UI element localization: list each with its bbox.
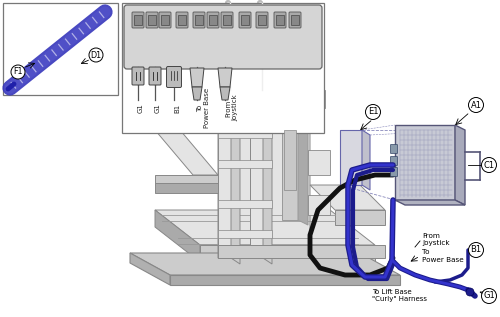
Polygon shape [155, 130, 218, 175]
FancyBboxPatch shape [195, 15, 203, 25]
FancyBboxPatch shape [166, 67, 182, 87]
FancyBboxPatch shape [274, 12, 286, 28]
Text: To
Power Base: To Power Base [422, 249, 464, 262]
Text: A1: A1 [470, 100, 482, 109]
FancyBboxPatch shape [276, 15, 284, 25]
Polygon shape [298, 115, 308, 225]
Circle shape [482, 288, 496, 303]
FancyBboxPatch shape [289, 12, 301, 28]
Polygon shape [218, 68, 232, 87]
Polygon shape [220, 87, 230, 100]
Text: G1: G1 [155, 103, 161, 113]
FancyBboxPatch shape [256, 12, 268, 28]
Text: From
Joystick: From Joystick [225, 95, 238, 121]
Polygon shape [231, 90, 240, 264]
FancyBboxPatch shape [132, 67, 144, 85]
Text: B1: B1 [174, 103, 180, 113]
FancyBboxPatch shape [148, 15, 156, 25]
Polygon shape [200, 245, 375, 262]
FancyBboxPatch shape [146, 12, 158, 28]
FancyBboxPatch shape [223, 15, 231, 25]
Polygon shape [310, 185, 385, 210]
FancyBboxPatch shape [390, 145, 398, 153]
FancyBboxPatch shape [124, 5, 322, 69]
FancyBboxPatch shape [159, 12, 171, 28]
Text: From
Joystick: From Joystick [422, 232, 450, 245]
Polygon shape [218, 230, 272, 238]
Polygon shape [218, 130, 272, 138]
Polygon shape [130, 253, 400, 275]
FancyBboxPatch shape [3, 3, 118, 95]
Text: F1: F1 [13, 68, 23, 76]
FancyBboxPatch shape [161, 15, 169, 25]
FancyBboxPatch shape [176, 12, 188, 28]
Text: B1: B1 [470, 245, 482, 255]
Text: E1: E1 [368, 107, 378, 117]
FancyBboxPatch shape [239, 12, 251, 28]
Polygon shape [192, 87, 202, 100]
FancyBboxPatch shape [390, 157, 398, 165]
Text: D1: D1 [90, 50, 102, 60]
Polygon shape [362, 130, 370, 190]
Polygon shape [130, 253, 170, 285]
Polygon shape [395, 125, 455, 200]
Polygon shape [218, 105, 272, 113]
Polygon shape [305, 90, 325, 108]
Text: G1: G1 [138, 103, 144, 113]
Polygon shape [282, 115, 298, 220]
FancyBboxPatch shape [221, 12, 233, 28]
Circle shape [366, 105, 380, 120]
FancyBboxPatch shape [291, 15, 299, 25]
Polygon shape [218, 90, 231, 258]
FancyBboxPatch shape [122, 3, 324, 133]
Polygon shape [155, 210, 200, 262]
Text: To
Power Base: To Power Base [197, 88, 210, 128]
Polygon shape [155, 210, 375, 245]
FancyBboxPatch shape [178, 15, 186, 25]
FancyBboxPatch shape [207, 12, 219, 28]
Polygon shape [170, 275, 400, 285]
Text: To Lift Base
"Curly" Harness: To Lift Base "Curly" Harness [372, 289, 427, 302]
FancyBboxPatch shape [132, 12, 144, 28]
FancyBboxPatch shape [193, 12, 205, 28]
Polygon shape [455, 125, 465, 205]
Polygon shape [340, 130, 362, 185]
Polygon shape [218, 200, 272, 208]
Circle shape [482, 158, 496, 172]
Polygon shape [190, 68, 204, 87]
Polygon shape [218, 90, 310, 258]
Polygon shape [263, 90, 272, 264]
FancyBboxPatch shape [149, 67, 161, 85]
FancyBboxPatch shape [390, 167, 398, 177]
FancyBboxPatch shape [134, 15, 142, 25]
Polygon shape [308, 195, 330, 215]
Polygon shape [155, 175, 218, 185]
FancyBboxPatch shape [258, 15, 266, 25]
Circle shape [466, 288, 474, 296]
Circle shape [89, 48, 103, 62]
Polygon shape [155, 183, 218, 193]
FancyBboxPatch shape [209, 15, 217, 25]
FancyBboxPatch shape [241, 15, 249, 25]
Text: G1: G1 [483, 292, 495, 301]
Polygon shape [335, 210, 385, 225]
Polygon shape [218, 245, 385, 258]
Polygon shape [250, 90, 263, 258]
Text: C1: C1 [484, 160, 494, 170]
Circle shape [468, 98, 483, 113]
Circle shape [468, 243, 483, 257]
Polygon shape [218, 160, 272, 168]
Polygon shape [308, 150, 330, 175]
Circle shape [11, 65, 25, 79]
Polygon shape [395, 200, 465, 205]
Polygon shape [284, 130, 296, 190]
